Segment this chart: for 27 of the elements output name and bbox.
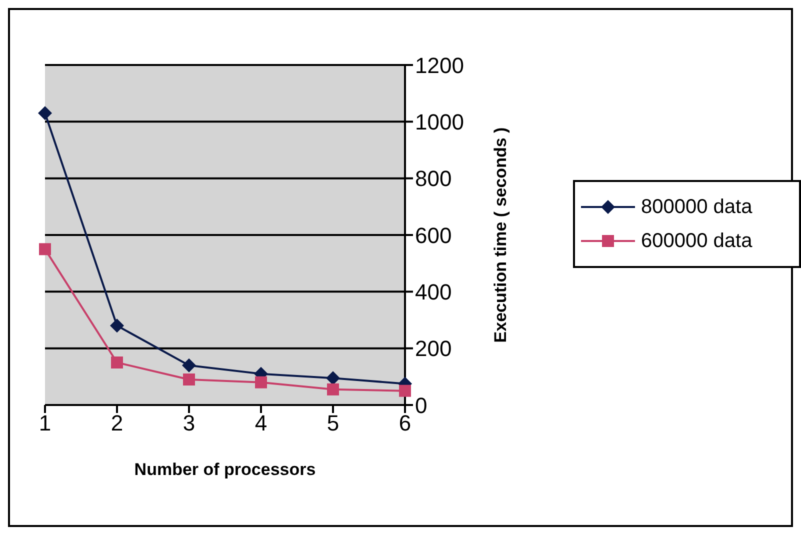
point xyxy=(255,376,267,388)
point xyxy=(111,356,123,368)
legend-label: 800000 data xyxy=(641,196,752,218)
point xyxy=(39,243,51,256)
point xyxy=(110,318,124,333)
x-tick-label: 1 xyxy=(38,410,52,436)
point xyxy=(399,384,411,397)
x-tick-label: 2 xyxy=(110,410,124,436)
point xyxy=(38,106,52,120)
x-tick-label: 4 xyxy=(254,410,268,436)
point xyxy=(327,383,339,396)
point xyxy=(183,374,195,386)
y-tick-label: 600 xyxy=(415,222,452,248)
y-tick-label: 1000 xyxy=(415,109,464,134)
x-tick-label: 5 xyxy=(326,410,340,436)
point xyxy=(182,358,196,372)
point xyxy=(326,371,340,386)
x-tick-label: 3 xyxy=(182,410,196,436)
y-tick-label: 400 xyxy=(415,279,452,304)
y-tick-label: 0 xyxy=(415,392,428,418)
x-tick-label: 6 xyxy=(398,410,412,436)
y-tick-label: 1200 xyxy=(415,52,464,78)
y-tick-label: 800 xyxy=(415,166,452,192)
y-tick-label: 200 xyxy=(415,336,452,362)
y-axis-title: Execution time ( seconds ) xyxy=(491,127,510,343)
x-axis-title: Number of processors xyxy=(134,460,316,479)
legend-label: 600000 data xyxy=(641,230,752,252)
